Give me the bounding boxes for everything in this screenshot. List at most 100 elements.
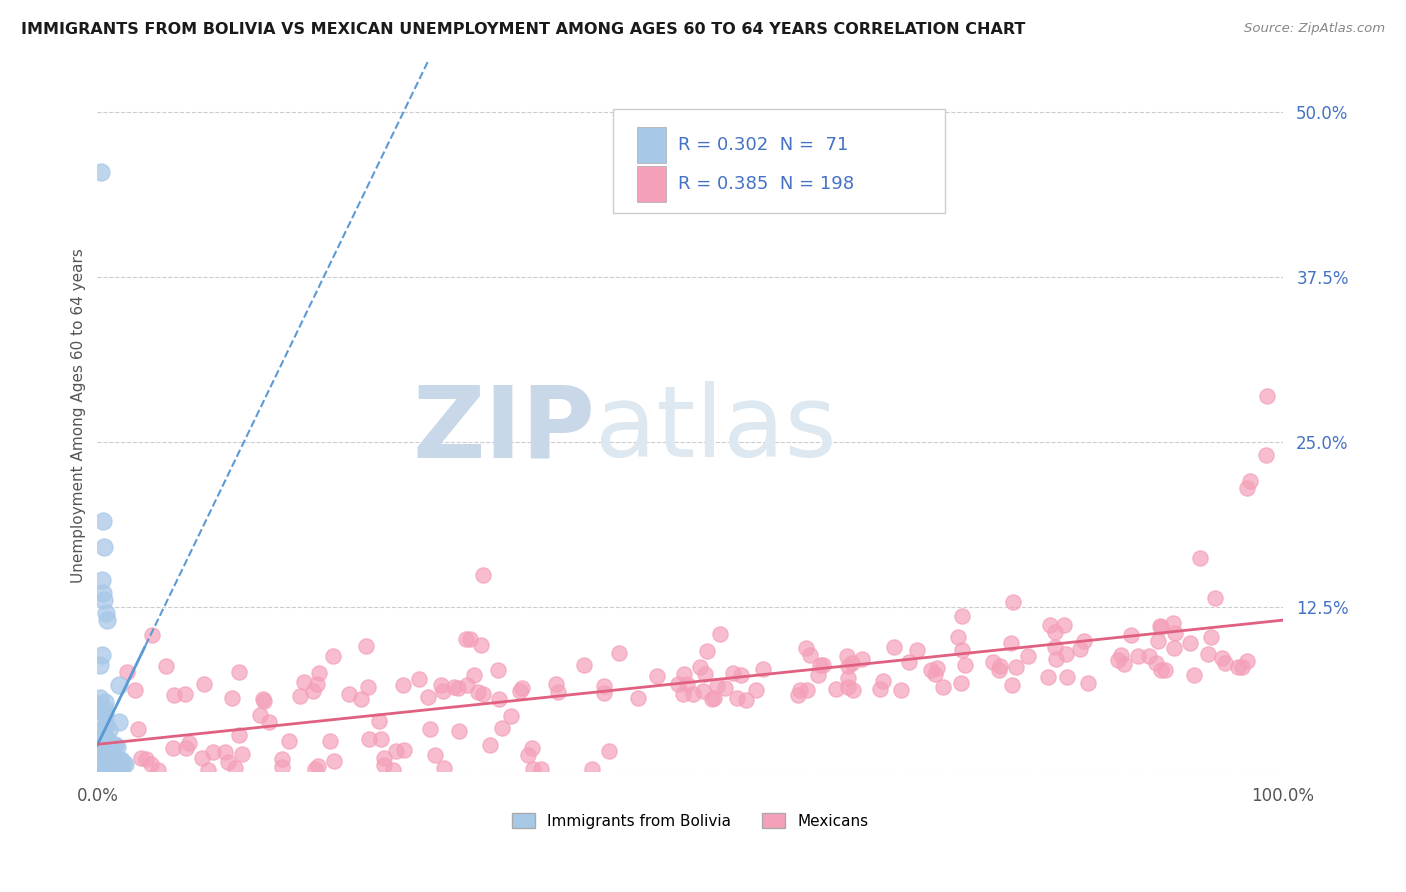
Point [368, 714, 391, 728]
Point [835, 649, 858, 664]
Point [547, 684, 569, 698]
Point [86, 732, 108, 747]
Point [950, 643, 973, 657]
Point [1077, 675, 1099, 690]
Point [1163, 640, 1185, 655]
Point [105, 753, 128, 767]
Point [392, 678, 415, 692]
Point [478, 738, 501, 752]
Point [890, 683, 912, 698]
Point [271, 760, 294, 774]
Point [1017, 649, 1039, 664]
Point [423, 747, 446, 762]
Point [94, 706, 117, 721]
Point [1199, 630, 1222, 644]
Point [129, 750, 152, 764]
Point [148, 763, 170, 777]
Text: R = 0.385  N = 198: R = 0.385 N = 198 [678, 175, 855, 194]
Point [94, 606, 117, 620]
Point [124, 682, 146, 697]
Legend: Immigrants from Bolivia, Mexicans: Immigrants from Bolivia, Mexicans [506, 806, 875, 835]
Point [305, 677, 328, 691]
Point [91, 756, 114, 771]
Point [458, 632, 481, 647]
Point [93, 743, 115, 757]
Point [1137, 648, 1160, 663]
Point [730, 667, 752, 681]
Point [277, 734, 299, 748]
Y-axis label: Unemployment Among Ages 60 to 64 years: Unemployment Among Ages 60 to 64 years [72, 248, 86, 582]
Point [1054, 647, 1077, 661]
Point [789, 682, 811, 697]
Point [837, 681, 859, 695]
Point [952, 608, 974, 623]
Point [89, 690, 111, 705]
Point [97, 723, 120, 737]
Point [292, 675, 315, 690]
Text: IMMIGRANTS FROM BOLIVIA VS MEXICAN UNEMPLOYMENT AMONG AGES 60 TO 64 YEARS CORREL: IMMIGRANTS FROM BOLIVIA VS MEXICAN UNEMP… [21, 22, 1025, 37]
Point [319, 734, 342, 748]
Text: R = 0.302  N =  71: R = 0.302 N = 71 [678, 136, 849, 154]
FancyBboxPatch shape [613, 110, 945, 212]
Point [155, 658, 177, 673]
Point [91, 760, 114, 774]
Point [607, 647, 630, 661]
Point [91, 761, 114, 775]
Point [443, 680, 465, 694]
Point [191, 751, 214, 765]
Point [127, 722, 149, 736]
Point [308, 666, 330, 681]
Point [696, 644, 718, 658]
Point [709, 627, 731, 641]
Point [463, 667, 485, 681]
Point [467, 685, 489, 699]
Point [593, 679, 616, 693]
Point [981, 656, 1004, 670]
Point [174, 740, 197, 755]
Point [271, 751, 294, 765]
Point [796, 683, 818, 698]
Point [89, 753, 111, 767]
Point [202, 745, 225, 759]
Point [90, 648, 112, 662]
Point [1073, 633, 1095, 648]
Point [89, 756, 111, 771]
Point [470, 638, 492, 652]
Point [94, 739, 117, 754]
Point [920, 664, 942, 678]
Point [725, 691, 748, 706]
Point [1056, 670, 1078, 684]
Point [988, 663, 1011, 677]
Point [96, 750, 118, 764]
Point [90, 705, 112, 719]
Point [381, 763, 404, 777]
Point [94, 731, 117, 746]
Point [988, 659, 1011, 673]
FancyBboxPatch shape [637, 128, 666, 163]
Point [214, 745, 236, 759]
Point [522, 762, 544, 776]
Point [139, 756, 162, 771]
Point [1043, 625, 1066, 640]
Point [117, 665, 139, 679]
Point [1254, 448, 1277, 462]
Point [666, 676, 689, 690]
Point [1001, 595, 1024, 609]
Point [472, 567, 495, 582]
Point [1213, 656, 1236, 670]
Point [486, 664, 509, 678]
Point [90, 764, 112, 778]
Point [1236, 481, 1258, 495]
Point [734, 693, 756, 707]
Point [1163, 615, 1185, 630]
Point [825, 682, 848, 697]
Point [1211, 651, 1233, 665]
Point [433, 761, 456, 775]
Point [89, 731, 111, 746]
Point [93, 593, 115, 607]
Point [721, 666, 744, 681]
Point [744, 682, 766, 697]
Point [1227, 660, 1250, 674]
Text: Source: ZipAtlas.com: Source: ZipAtlas.com [1244, 22, 1385, 36]
Point [752, 663, 775, 677]
